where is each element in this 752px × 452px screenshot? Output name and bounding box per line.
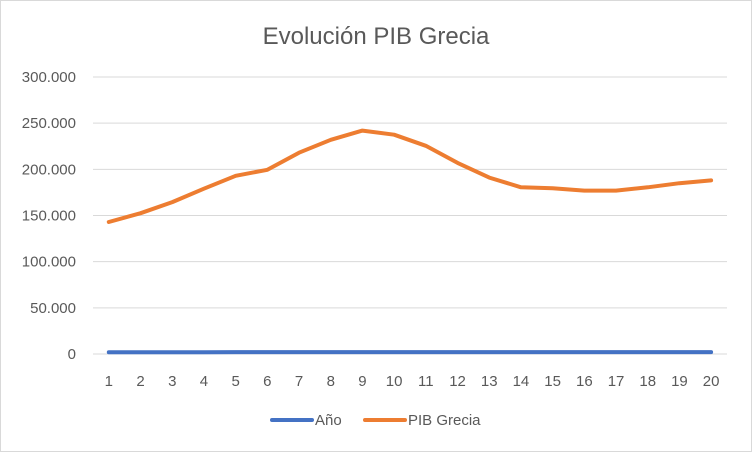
y-axis-ticks: 0 50.000 100.000 150.000 200.000 250.000 300.0…: [22, 69, 76, 363]
x-tick-label: 10: [386, 373, 403, 390]
x-tick-label: 2: [136, 373, 144, 390]
x-tick-label: 4: [200, 373, 208, 390]
x-tick-label: 16: [576, 373, 593, 390]
y-tick-label: 150.000: [22, 208, 76, 225]
series-lines: [106, 128, 714, 355]
x-tick-label: 19: [671, 373, 688, 390]
x-tick-label: 1: [105, 373, 113, 390]
y-tick-label: 100.000: [22, 254, 76, 271]
x-tick-label: 3: [168, 373, 176, 390]
series-line: [106, 128, 714, 224]
legend-label: Año: [315, 412, 342, 429]
x-tick-label: 20: [703, 373, 720, 390]
y-tick-label: 0: [68, 346, 76, 363]
gridlines: [93, 76, 727, 355]
x-tick-label: 14: [513, 373, 530, 390]
y-tick-label: 200.000: [22, 161, 76, 178]
legend-label: PIB Grecia: [408, 412, 481, 429]
x-tick-label: 11: [418, 373, 434, 390]
y-tick-label: 50.000: [30, 300, 76, 317]
y-tick-label: 300.000: [22, 69, 76, 86]
x-tick-label: 18: [639, 373, 656, 390]
x-tick-label: 7: [295, 373, 303, 390]
legend: Año PIB Grecia: [270, 412, 481, 429]
x-tick-label: 6: [263, 373, 271, 390]
x-tick-label: 12: [449, 373, 466, 390]
x-tick-label: 13: [481, 373, 498, 390]
x-axis-ticks: 1 2 3 4 5 6 7 8 9 10 11 12 13 14 15 16 17 18 19 20: [105, 373, 720, 390]
x-tick-label: 5: [231, 373, 239, 390]
x-tick-label: 9: [358, 373, 366, 390]
x-tick-label: 8: [327, 373, 335, 390]
y-tick-label: 250.000: [22, 115, 76, 132]
chart-title: Evolución PIB Grecia: [263, 23, 490, 50]
x-tick-label: 17: [608, 373, 625, 390]
x-tick-label: 15: [544, 373, 561, 390]
